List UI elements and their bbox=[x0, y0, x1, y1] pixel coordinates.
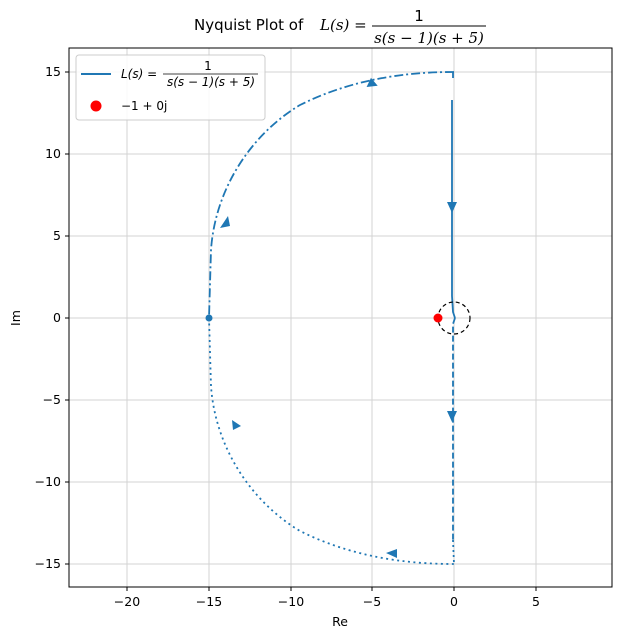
x-tick-label: 0 bbox=[450, 594, 458, 609]
legend-label-denominator: s(s − 1)(s + 5) bbox=[167, 75, 255, 89]
negative-frequency-dashed bbox=[452, 317, 456, 540]
chart-title: Nyquist Plot of L(s) = 1 s(s − 1)(s + 5) bbox=[194, 7, 486, 47]
plot-area: L(s) = 1 s(s − 1)(s + 5) −1 + 0j bbox=[68, 47, 613, 588]
upper-arc-dashdot bbox=[208, 71, 455, 319]
arrow-down-upper bbox=[447, 202, 457, 213]
arrow-down-right bbox=[232, 420, 241, 430]
legend-label-lhs: L(s) = bbox=[121, 67, 157, 81]
lower-arc-dotted bbox=[208, 317, 455, 565]
title-lhs: L(s) = bbox=[319, 16, 367, 34]
title-numerator: 1 bbox=[414, 7, 424, 25]
y-tick-label: −10 bbox=[35, 474, 61, 489]
y-tick-label: −15 bbox=[35, 556, 61, 571]
x-tick-label: −5 bbox=[363, 594, 381, 609]
x-tick-label: 5 bbox=[532, 594, 540, 609]
y-axis: −15 −10 −5 0 5 10 15 Im bbox=[8, 64, 69, 571]
legend-point-swatch bbox=[90, 100, 102, 112]
x-axis: −20 −15 −10 −5 0 5 Re bbox=[114, 587, 540, 629]
nyquist-curves bbox=[208, 71, 456, 565]
legend-box bbox=[75, 54, 266, 121]
title-prefix: Nyquist Plot of bbox=[194, 16, 304, 34]
arc-junction-point bbox=[205, 314, 213, 322]
legend-label-point: −1 + 0j bbox=[121, 99, 167, 113]
x-tick-label: −10 bbox=[278, 594, 304, 609]
legend-label-numerator: 1 bbox=[204, 59, 212, 73]
y-tick-label: 10 bbox=[45, 146, 61, 161]
arrow-up-left bbox=[220, 216, 230, 228]
title-denominator: s(s − 1)(s + 5) bbox=[374, 29, 484, 47]
y-axis-label: Im bbox=[8, 310, 23, 326]
arrow-left-top bbox=[366, 77, 378, 87]
legend: L(s) = 1 s(s − 1)(s + 5) −1 + 0j bbox=[75, 54, 266, 121]
arrow-down-lower bbox=[447, 411, 457, 422]
y-tick-label: −5 bbox=[43, 392, 61, 407]
x-tick-label: −15 bbox=[196, 594, 222, 609]
x-tick-label: −20 bbox=[114, 594, 140, 609]
positive-frequency-solid bbox=[451, 100, 456, 319]
y-tick-label: 0 bbox=[53, 310, 61, 325]
critical-point-marker bbox=[433, 313, 443, 323]
direction-arrows bbox=[220, 77, 457, 558]
lower-vertical-dotted bbox=[452, 539, 455, 565]
y-tick-label: 5 bbox=[53, 228, 61, 243]
x-axis-label: Re bbox=[332, 614, 348, 629]
arrow-left-bottom bbox=[386, 549, 397, 558]
y-tick-label: 15 bbox=[45, 64, 61, 79]
